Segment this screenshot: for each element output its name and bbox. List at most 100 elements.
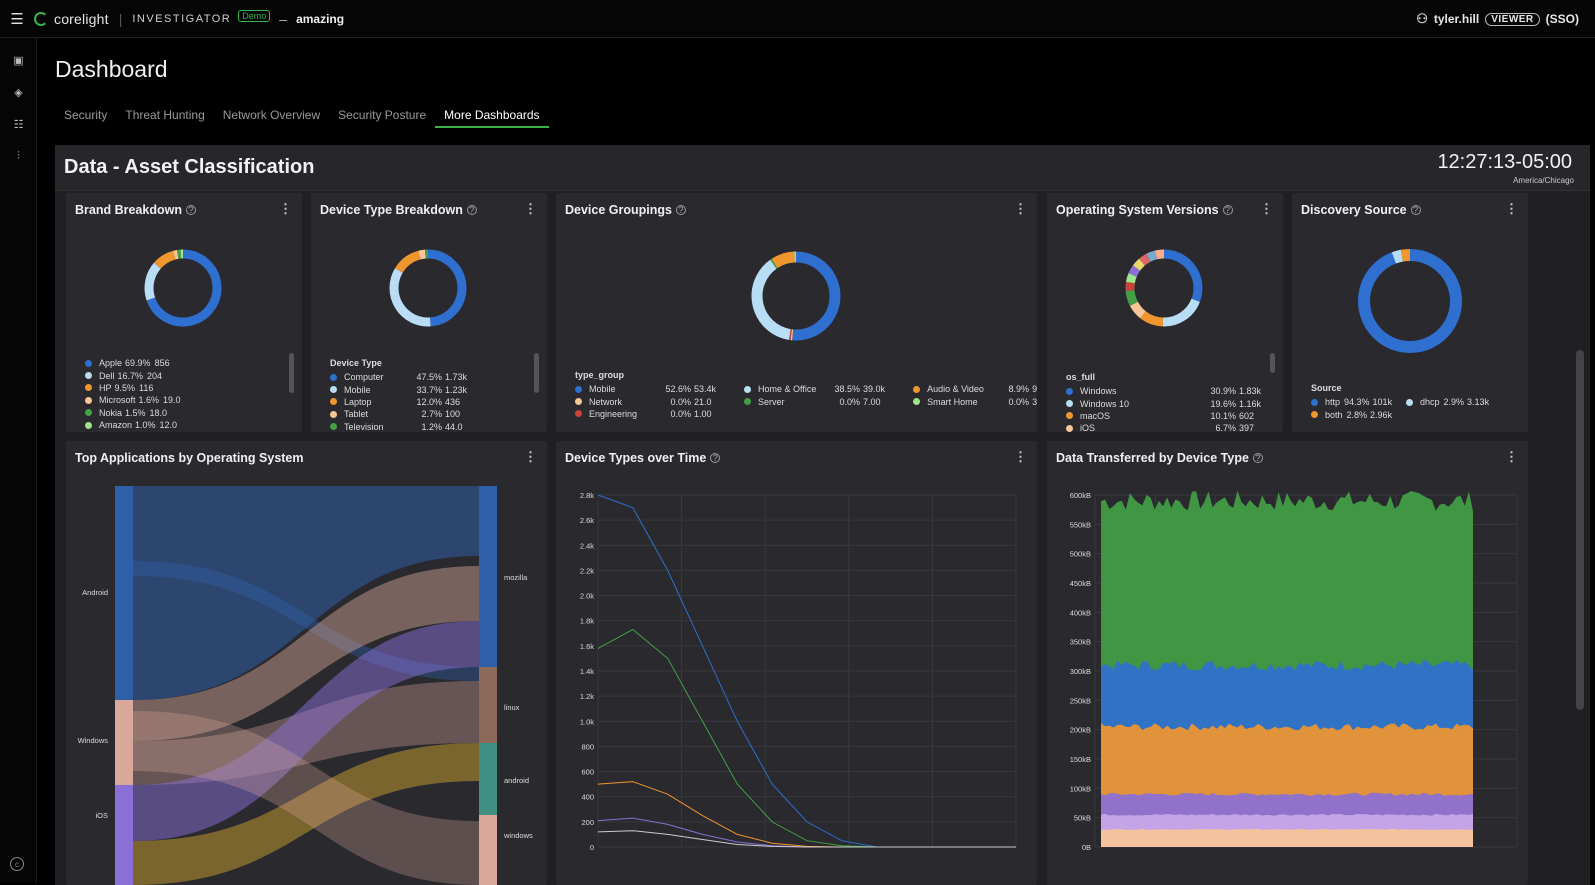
kebab-menu-icon[interactable]: ⋮ bbox=[1260, 201, 1273, 217]
y-tick-label: 400kB bbox=[1070, 608, 1091, 617]
series-line[interactable] bbox=[598, 782, 1016, 847]
tab-more-dashboards[interactable]: More Dashboards bbox=[435, 108, 548, 128]
kebab-menu-icon[interactable]: ⋮ bbox=[1014, 201, 1027, 217]
donut-slice[interactable] bbox=[1134, 304, 1143, 315]
legend-item[interactable]: Microsoft 1.6%19.0 bbox=[85, 394, 181, 406]
y-tick-label: 2.8k bbox=[580, 491, 594, 500]
y-tick-label: 200kB bbox=[1070, 726, 1091, 735]
kebab-menu-icon[interactable]: ⋮ bbox=[524, 449, 537, 465]
tab-security-posture[interactable]: Security Posture bbox=[329, 108, 435, 128]
donut-slice[interactable] bbox=[1364, 255, 1456, 347]
legend-scrollbar[interactable] bbox=[1270, 353, 1275, 373]
series-area[interactable] bbox=[1101, 829, 1473, 847]
layers-icon[interactable]: ◈ bbox=[0, 76, 37, 108]
panel-scrollbar[interactable] bbox=[1576, 350, 1584, 710]
donut-slice[interactable] bbox=[149, 266, 157, 299]
donut-slice[interactable] bbox=[793, 257, 835, 335]
search-list-icon[interactable]: ☷ bbox=[0, 108, 37, 140]
donut-slice[interactable] bbox=[174, 254, 177, 255]
legend-name: Server bbox=[758, 397, 830, 407]
donut-slice[interactable] bbox=[1163, 300, 1196, 322]
donut-slice[interactable] bbox=[1149, 255, 1156, 258]
legend-scrollbar[interactable] bbox=[534, 353, 539, 393]
donut-slice[interactable] bbox=[428, 254, 462, 322]
menu-icon[interactable]: ☰ bbox=[0, 0, 34, 38]
legend-val: 3.00 bbox=[1032, 397, 1037, 407]
help-icon[interactable]: ? bbox=[676, 205, 686, 215]
tab-security[interactable]: Security bbox=[55, 108, 116, 128]
donut-slice[interactable] bbox=[773, 263, 774, 264]
kebab-menu-icon[interactable]: ⋮ bbox=[1505, 449, 1518, 465]
donut-slice[interactable] bbox=[399, 255, 420, 270]
donut-slice[interactable] bbox=[1137, 262, 1142, 268]
help-icon[interactable]: ? bbox=[186, 205, 196, 215]
donut-slice[interactable] bbox=[757, 264, 790, 334]
donut-slice[interactable] bbox=[420, 254, 426, 255]
donut-slice[interactable] bbox=[1130, 291, 1134, 304]
donut-slice[interactable] bbox=[775, 257, 795, 263]
donut-slice[interactable] bbox=[1142, 258, 1149, 262]
donut-slice[interactable] bbox=[1164, 254, 1198, 300]
donut-slice[interactable] bbox=[1130, 275, 1132, 283]
donut-slice[interactable] bbox=[1394, 256, 1402, 258]
help-icon[interactable]: ? bbox=[710, 453, 720, 463]
kebab-menu-icon[interactable]: ⋮ bbox=[279, 201, 292, 217]
tab-threat-hunting[interactable]: Threat Hunting bbox=[116, 108, 213, 128]
donut-slice[interactable] bbox=[157, 255, 174, 266]
legend-item[interactable]: Apple 69.9%856 bbox=[85, 357, 181, 369]
legend-pct: 52.6% bbox=[661, 384, 691, 394]
panel-title: Data - Asset Classification bbox=[64, 156, 314, 179]
kebab-menu-icon[interactable]: ⋮ bbox=[1014, 449, 1027, 465]
legend-name: Windows 10 bbox=[1080, 399, 1204, 409]
kebab-menu-icon[interactable]: ⋮ bbox=[1505, 201, 1518, 217]
kebab-menu-icon[interactable]: ⋮ bbox=[524, 201, 537, 217]
help-icon[interactable]: ? bbox=[1411, 205, 1421, 215]
donut-slice[interactable] bbox=[1156, 254, 1164, 255]
help-icon[interactable]: ? bbox=[467, 205, 477, 215]
legend-item[interactable]: Dell 16.7%204 bbox=[85, 369, 181, 381]
legend-pct: 9.5% bbox=[115, 383, 136, 393]
user-name: tyler.hill bbox=[1434, 12, 1479, 26]
donut-slice[interactable] bbox=[1402, 255, 1410, 256]
user-menu[interactable]: ⚇ tyler.hill VIEWER (SSO) bbox=[1416, 11, 1579, 27]
help-icon[interactable]: ? bbox=[1253, 453, 1263, 463]
series-line[interactable] bbox=[598, 630, 1016, 848]
sliders-icon[interactable]: ⫶ bbox=[0, 140, 37, 172]
app-logo[interactable]: corelight | INVESTIGATOR Demo – amazing bbox=[34, 11, 344, 27]
legend-scrollbar[interactable] bbox=[289, 353, 294, 393]
dashboard-icon[interactable]: ▣ bbox=[0, 44, 37, 76]
y-tick-label: 350kB bbox=[1070, 638, 1091, 647]
legend-item[interactable]: Nokia 1.5%18.0 bbox=[85, 407, 181, 419]
donut-slice[interactable] bbox=[1143, 315, 1163, 322]
help-icon[interactable]: ? bbox=[1223, 205, 1233, 215]
tab-network-overview[interactable]: Network Overview bbox=[214, 108, 329, 128]
legend-name: macOS bbox=[1080, 411, 1204, 421]
copyright-icon[interactable]: c bbox=[10, 857, 24, 871]
y-tick-label: 150kB bbox=[1070, 755, 1091, 764]
legend-item[interactable]: HP 9.5%116 bbox=[85, 382, 181, 394]
legend-item[interactable]: Amazon 1.0%12.0 bbox=[85, 419, 181, 431]
donut-slice[interactable] bbox=[394, 270, 430, 322]
donut-slice[interactable] bbox=[1133, 268, 1137, 275]
series-line[interactable] bbox=[598, 831, 1016, 847]
